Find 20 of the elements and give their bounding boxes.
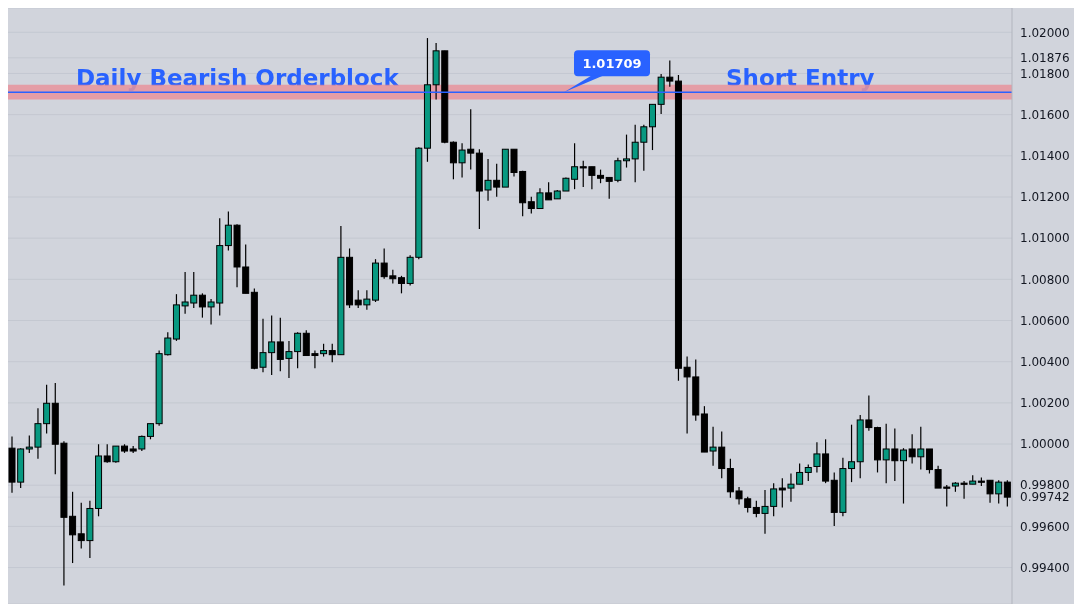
y-tick-label: 1.00000	[1020, 437, 1070, 452]
y-tick-label: 1.01000	[1020, 231, 1070, 246]
y-tick-label: 0.99600	[1020, 519, 1070, 534]
y-tick-label: 0.99800	[1020, 478, 1070, 493]
ref-line-label: 1.01709	[582, 56, 642, 72]
y-tick-label: 1.01600	[1020, 107, 1070, 122]
y-tick-label: 1.01876	[1020, 51, 1070, 66]
y-tick-label: 1.00400	[1020, 354, 1070, 369]
y-tick-label: 1.01400	[1020, 149, 1070, 164]
y-tick-label: 1.00200	[1020, 396, 1070, 411]
y-tick-label: 0.99400	[1020, 560, 1070, 575]
y-tick-label: 1.02000	[1020, 25, 1070, 40]
y-tick-label: 1.01800	[1020, 66, 1070, 81]
y-tick-label: 1.00800	[1020, 272, 1070, 287]
annotation: Short Entry	[726, 65, 875, 91]
y-tick-label: 1.01200	[1020, 190, 1070, 205]
y-tick-label: 1.00600	[1020, 313, 1070, 328]
candlestick	[1003, 479, 1011, 508]
annotation: Daily Bearish Orderblock	[76, 65, 400, 91]
y-tick-label: 0.99742	[1020, 490, 1070, 505]
